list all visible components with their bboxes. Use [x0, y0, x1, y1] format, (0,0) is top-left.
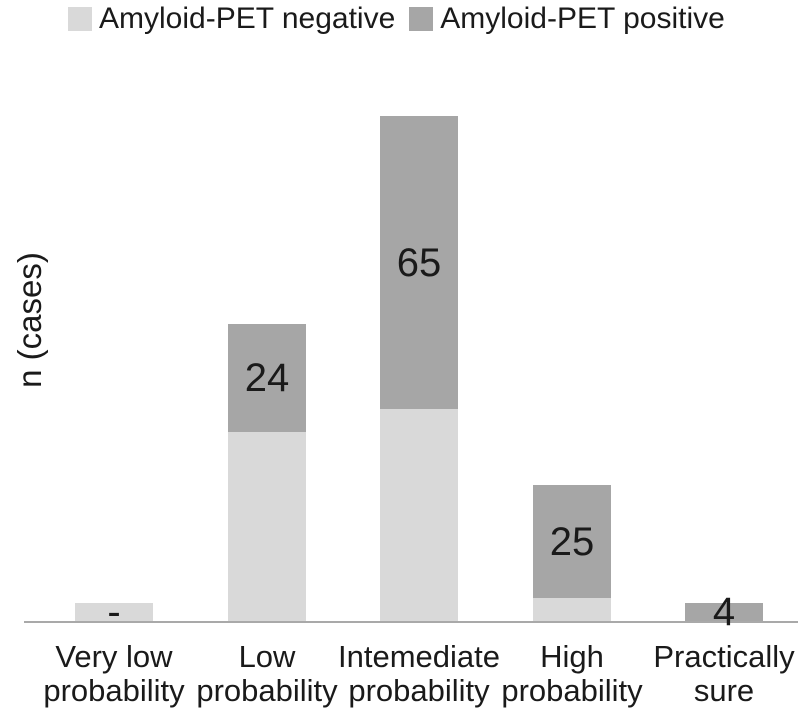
- bar-segment-negative: [533, 598, 611, 621]
- bar-segment-negative: [228, 432, 306, 621]
- category-label: Very low probability: [43, 639, 185, 708]
- category-label: Low probability: [196, 639, 338, 708]
- legend: Amyloid-PET negative Amyloid-PET positiv…: [68, 2, 725, 36]
- bar-value-label: 24: [244, 356, 290, 400]
- category-label: Intemediate probability: [338, 639, 500, 708]
- bar-value-label: -: [107, 590, 121, 634]
- bar-segment-positive: [380, 116, 458, 409]
- category-label: Practically sure: [653, 639, 795, 708]
- legend-swatch-positive-icon: [409, 7, 434, 31]
- x-axis-line: [24, 621, 798, 623]
- bar-segment-negative: [75, 603, 153, 621]
- bar-segment-positive: [228, 324, 306, 432]
- y-axis-title: n (cases): [11, 252, 48, 388]
- category-label: High probability: [501, 639, 643, 708]
- legend-label-positive: Amyloid-PET positive: [440, 2, 725, 35]
- bar-value-label: 25: [549, 519, 595, 564]
- bar-value-label: 65: [396, 240, 442, 285]
- legend-swatch-negative-icon: [68, 7, 92, 31]
- bar-segment-positive: [685, 603, 763, 621]
- legend-item-positive: Amyloid-PET positive: [409, 2, 725, 36]
- bar-segment-negative: [380, 409, 458, 621]
- bar-value-label: 4: [712, 590, 736, 634]
- bar-segment-positive: [533, 485, 611, 598]
- legend-label-negative: Amyloid-PET negative: [99, 2, 396, 35]
- legend-item-negative: Amyloid-PET negative: [68, 2, 395, 36]
